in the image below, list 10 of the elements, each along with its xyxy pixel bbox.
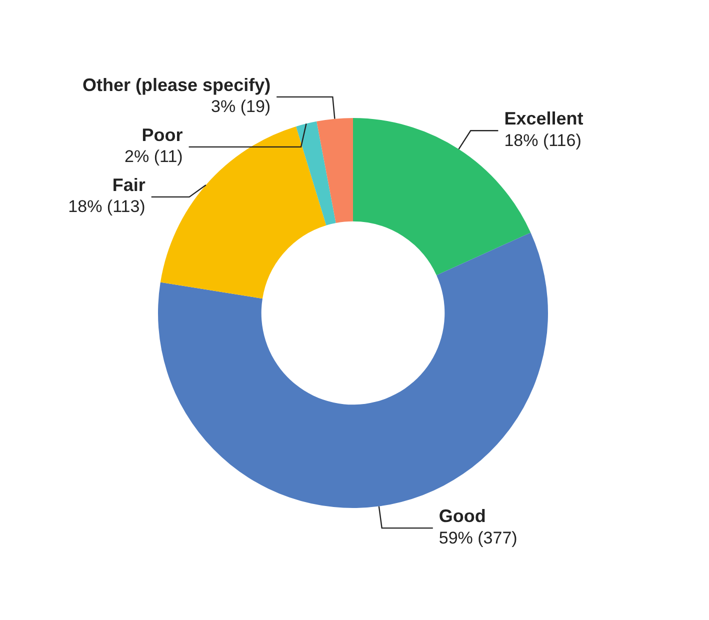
data-label: 18% (113) [68,197,146,216]
slice-label: Excellent [504,108,584,129]
slice-label: Good [438,506,486,526]
slice-label: Poor [142,124,183,145]
data-label: 3% (19) [211,97,271,116]
slice-label: Other (please specify) [82,74,271,95]
data-label: 59% (377) [438,528,518,548]
slice-label: Fair [112,174,146,195]
data-label: 2% (11) [124,147,183,166]
data-label: 18% (116) [504,130,582,150]
